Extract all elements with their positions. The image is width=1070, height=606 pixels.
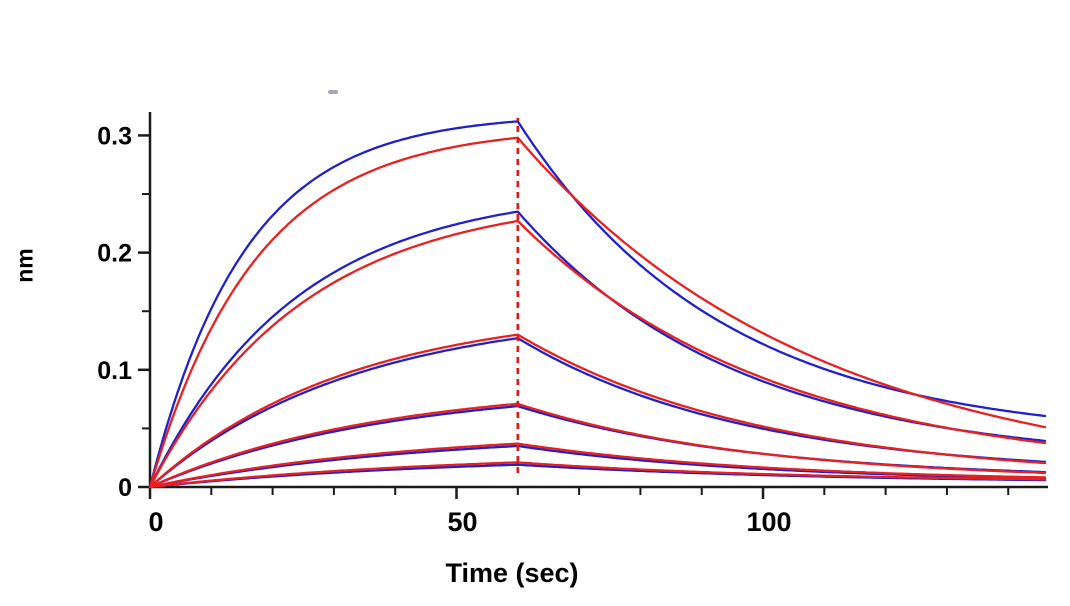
trace-2-fit xyxy=(148,219,1047,489)
x-axis-title: Time (sec) xyxy=(445,558,579,588)
trace-5-fit xyxy=(148,442,1047,489)
trace-2-data xyxy=(148,210,1047,489)
x-tick-label: 0 xyxy=(148,507,163,537)
y-tick-label: 0 xyxy=(118,474,132,502)
x-tick-label: 50 xyxy=(447,507,477,537)
x-tick-label: 100 xyxy=(746,507,791,537)
y-axis-title: nm xyxy=(11,248,38,283)
trace-1-fit xyxy=(148,136,1047,489)
trace-1-data xyxy=(148,120,1047,489)
y-tick-label: 0.1 xyxy=(97,357,132,385)
y-tick-label: 0.2 xyxy=(97,240,132,268)
trace-3-fit xyxy=(148,333,1047,489)
trace-6-fit xyxy=(148,461,1047,489)
stray-title-artifact xyxy=(328,90,338,94)
trace-4-fit xyxy=(148,402,1047,489)
y-tick-label: 0.3 xyxy=(97,122,132,150)
